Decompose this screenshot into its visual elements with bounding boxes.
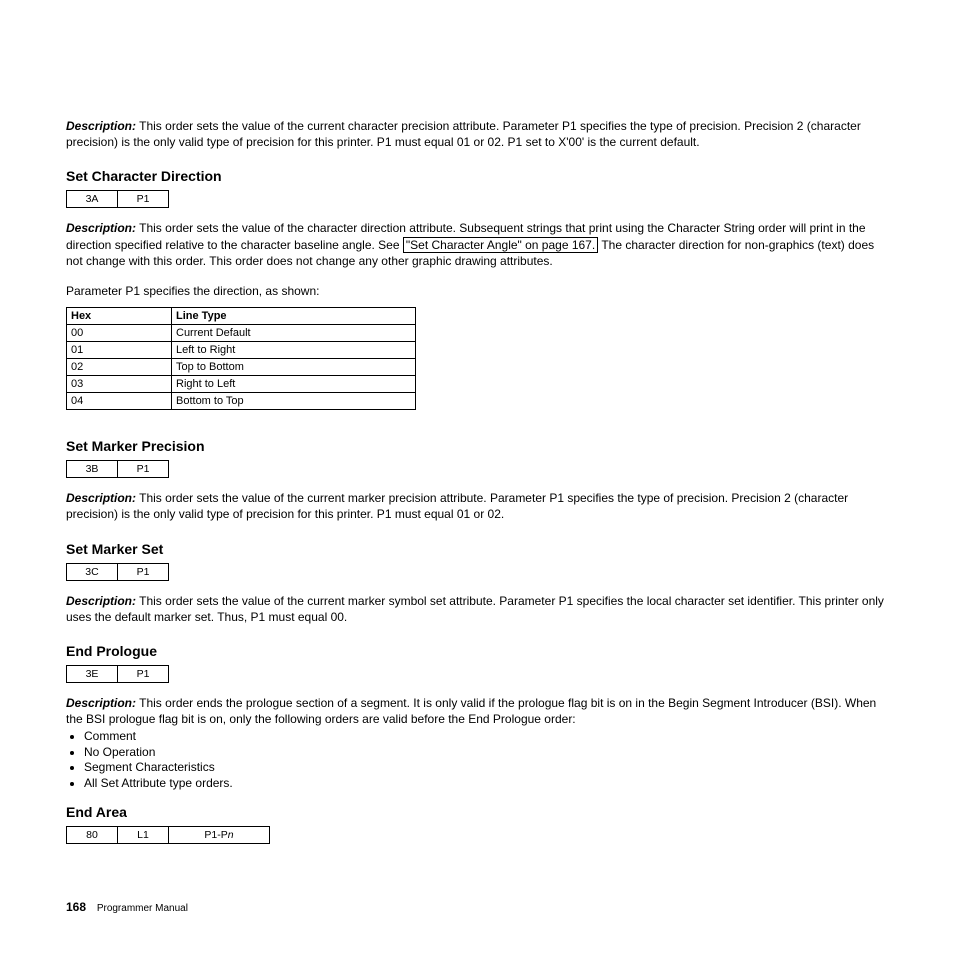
table-row: 00Current Default: [67, 325, 416, 342]
param-cell: P1: [118, 461, 169, 478]
hex-cell: 3A: [67, 191, 118, 208]
hex-cell: 3B: [67, 461, 118, 478]
hex-cell: 80: [67, 826, 118, 843]
hex-cell: 3E: [67, 665, 118, 682]
table-row: 03Right to Left: [67, 376, 416, 393]
end-prologue-description: Description: This order ends the prologu…: [66, 695, 888, 727]
description-label: Description:: [66, 696, 136, 710]
direction-table: HexLine Type00Current Default01Left to R…: [66, 307, 416, 410]
marker-precision-description: Description: This order sets the value o…: [66, 490, 888, 522]
hex-value: 01: [67, 342, 172, 359]
end-prologue-bullets: CommentNo OperationSegment Characteristi…: [66, 729, 888, 791]
list-item: No Operation: [84, 745, 888, 761]
marker-set-code-table: 3C P1: [66, 563, 169, 581]
description-label: Description:: [66, 491, 136, 505]
list-item: Comment: [84, 729, 888, 745]
end-prologue-code-table: 3E P1: [66, 665, 169, 683]
page-footer: 168 Programmer Manual: [66, 900, 188, 914]
marker-set-description: Description: This order sets the value o…: [66, 593, 888, 625]
char-direction-code-table: 3A P1: [66, 190, 169, 208]
list-item: Segment Characteristics: [84, 760, 888, 776]
linetype-value: Top to Bottom: [172, 359, 416, 376]
linetype-value: Bottom to Top: [172, 393, 416, 410]
param-range-cell: P1-Pn: [169, 826, 270, 843]
char-direction-description: Description: This order sets the value o…: [66, 220, 888, 269]
table-row: 01Left to Right: [67, 342, 416, 359]
parameter-line: Parameter P1 specifies the direction, as…: [66, 283, 888, 299]
hex-cell: 3C: [67, 563, 118, 580]
set-character-angle-link[interactable]: "Set Character Angle" on page 167.: [403, 237, 598, 253]
hex-header: Hex: [67, 308, 172, 325]
linetype-header: Line Type: [172, 308, 416, 325]
list-item: All Set Attribute type orders.: [84, 776, 888, 792]
linetype-value: Current Default: [172, 325, 416, 342]
set-character-direction-title: Set Character Direction: [66, 168, 888, 184]
hex-value: 00: [67, 325, 172, 342]
param-cell: P1: [118, 665, 169, 682]
manual-name: Programmer Manual: [97, 903, 188, 914]
marker-precision-text: This order sets the value of the current…: [66, 491, 848, 521]
hex-value: 02: [67, 359, 172, 376]
page-number: 168: [66, 900, 86, 914]
set-marker-precision-title: Set Marker Precision: [66, 438, 888, 454]
end-area-title: End Area: [66, 804, 888, 820]
intro-description: Description: This order sets the value o…: [66, 118, 888, 150]
hex-value: 04: [67, 393, 172, 410]
description-label: Description:: [66, 119, 136, 133]
param-cell: P1: [118, 563, 169, 580]
l-cell: L1: [118, 826, 169, 843]
param-cell: P1: [118, 191, 169, 208]
set-marker-set-title: Set Marker Set: [66, 541, 888, 557]
description-label: Description:: [66, 594, 136, 608]
intro-text: This order sets the value of the current…: [66, 119, 861, 149]
table-row: 04Bottom to Top: [67, 393, 416, 410]
linetype-value: Left to Right: [172, 342, 416, 359]
marker-precision-code-table: 3B P1: [66, 460, 169, 478]
description-label: Description:: [66, 221, 136, 235]
hex-value: 03: [67, 376, 172, 393]
end-area-code-table: 80 L1 P1-Pn: [66, 826, 270, 844]
linetype-value: Right to Left: [172, 376, 416, 393]
end-prologue-title: End Prologue: [66, 643, 888, 659]
end-prologue-text: This order ends the prologue section of …: [66, 696, 876, 726]
table-row: 02Top to Bottom: [67, 359, 416, 376]
marker-set-text: This order sets the value of the current…: [66, 594, 884, 624]
